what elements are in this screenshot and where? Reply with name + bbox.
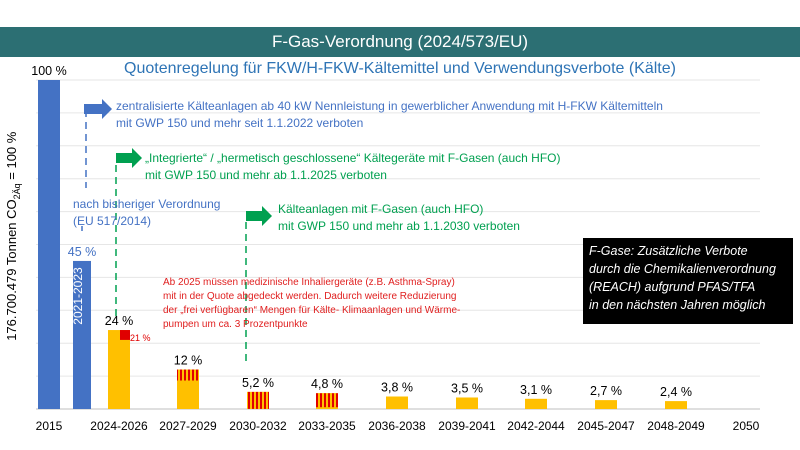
bar-medical-share-2027-2029 (177, 369, 199, 381)
bar-2024-2026 (108, 330, 130, 409)
value-label-2015: 100 % (31, 64, 66, 78)
ban-2022-arrow-icon (84, 99, 112, 119)
reach-line2: durch die Chemikalienverordnung (589, 262, 776, 276)
medical-line3: der „frei verfügbaren“ Mengen für Kälte-… (163, 305, 461, 316)
x-tick-label: 2050 (733, 419, 760, 433)
medical-line2: mit in der Quote abgedeckt werden. Dadur… (163, 291, 457, 302)
value-label-2045-2047: 2,7 % (590, 384, 622, 398)
ban-2030-line1: Kälteanlagen mit F-Gasen (auch HFO) (278, 202, 484, 216)
reach-info-box: F-Gase: Zusätzliche Verbote durch die Ch… (583, 238, 793, 324)
value-label-2021-2023: 45 % (68, 245, 97, 259)
bar-2039-2041 (456, 397, 478, 409)
x-tick-label: 2030-2032 (229, 419, 287, 433)
x-tick-label: 2045-2047 (577, 419, 635, 433)
x-tick-label: 2033-2035 (298, 419, 356, 433)
bar-2015 (38, 80, 60, 409)
medical-line1: Ab 2025 müssen medizinische Inhaliergerä… (163, 277, 455, 288)
medical-inhaler-note: Ab 2025 müssen medizinische Inhaliergerä… (163, 276, 460, 332)
ban-2030-note: Kälteanlagen mit F-Gasen (auch HFO) mit … (278, 201, 520, 235)
value-label-2030-2032: 5,2 % (242, 376, 274, 390)
reach-line3: (REACH) aufgrund PFAS/TFA (589, 280, 756, 294)
value-label-2036-2038: 3,8 % (381, 380, 413, 394)
ban-2025-line1: „Integrierte“ / „hermetisch geschlossene… (145, 151, 561, 165)
reach-line4: in den nächsten Jahren möglich (589, 298, 766, 312)
value-label-2048-2049: 2,4 % (660, 385, 692, 399)
ban-2022-line2: mit GWP 150 und mehr seit 1.1.2022 verbo… (116, 116, 364, 130)
ban-2025-arrow-icon (116, 148, 142, 168)
chart-title: F-Gas-Verordnung (2024/573/EU) (271, 32, 529, 51)
previous-line2: (EU 517/2014) (73, 214, 152, 228)
bar-medical-share-2030-2032 (247, 391, 269, 409)
bar-inner-label: 2021-2023 (71, 267, 85, 325)
previous-line1: nach bisheriger Verordnung (73, 197, 221, 211)
x-tick-label: 2015 (36, 419, 63, 433)
bar-2042-2044 (525, 398, 547, 409)
ban-2025-note: „Integrierte“ / „hermetisch geschlossene… (145, 150, 561, 184)
bar-2021-2023 (73, 260, 91, 409)
bar-2048-2049 (665, 401, 687, 409)
medical-line4: pumpen um ca. 3 Prozentpunkte (163, 319, 308, 330)
value-label-2033-2035: 4,8 % (311, 377, 343, 391)
bar-2036-2038 (386, 396, 408, 409)
x-tick-label: 2036-2038 (368, 419, 426, 433)
value-label-2027-2029: 12 % (174, 354, 203, 368)
x-tick-label: 2024-2026 (90, 419, 148, 433)
value-label-2024-2026: 24 % (105, 314, 134, 328)
previous-regulation-note: nach bisheriger Verordnung (EU 517/2014) (73, 196, 220, 230)
bar-medical-share-2033-2035 (316, 393, 338, 408)
chart-subtitle: Quotenregelung für FKW/H-FKW-Kältemittel… (124, 60, 676, 77)
value-label-2042-2044: 3,1 % (520, 383, 552, 397)
bar-medical-share-2024-2026 (120, 330, 130, 340)
y-axis-label: 176.700.479 Tonnen CO2Äq = 100 % (4, 131, 22, 341)
ban-2022-line1: zentralisierte Kälteanlagen ab 40 kW Nen… (116, 99, 663, 113)
ban-2030-arrow-icon (246, 206, 272, 226)
x-tick-label: 2048-2049 (647, 419, 705, 433)
reach-line1: F-Gase: Zusätzliche Verbote (589, 244, 748, 258)
x-tick-label: 2027-2029 (159, 419, 217, 433)
ban-2025-line2: mit GWP 150 und mehr ab 1.1.2025 verbote… (145, 168, 387, 182)
x-tick-label: 2039-2041 (438, 419, 496, 433)
chart-header: F-Gas-Verordnung (2024/573/EU) (0, 27, 800, 57)
ban-2030-line2: mit GWP 150 und mehr ab 1.1.2030 verbote… (278, 219, 520, 233)
value-label-2039-2041: 3,5 % (451, 381, 483, 395)
bar-2045-2047 (595, 400, 617, 409)
medical-share-label: 21 % (130, 333, 151, 343)
ban-2022-note: zentralisierte Kälteanlagen ab 40 kW Nen… (116, 98, 663, 132)
x-tick-label: 2042-2044 (507, 419, 565, 433)
